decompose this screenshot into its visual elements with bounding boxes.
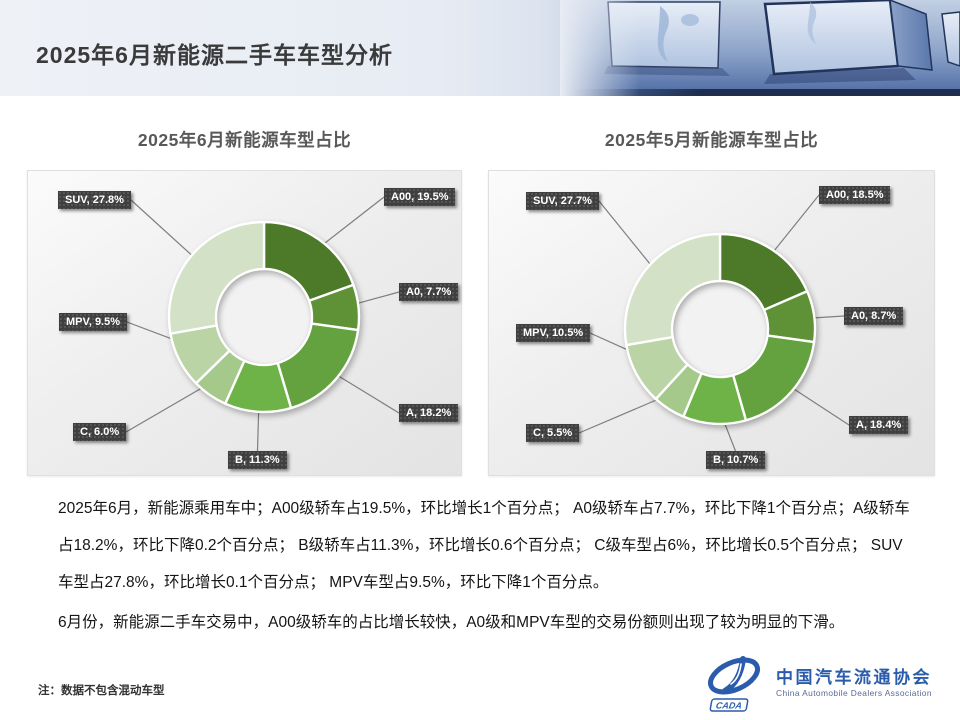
pie-label-MPV: MPV, 9.5% [59,313,128,331]
header: 2025年6月新能源二手车车型分析 [0,0,960,96]
chart-title-may: 2025年5月新能源车型占比 [604,129,819,150]
chart-title-june: 2025年6月新能源车型占比 [137,129,352,150]
pie-label-C: C, 5.5% [526,424,580,442]
pie-label-A: A, 18.4% [849,416,909,434]
pie-slice-SUV [623,232,722,347]
chart-block-june: 2025年6月新能源车型占比 A00, 19.5% A0, 7.7% A, 18.2… [27,108,462,476]
donut-chart-may: A00, 18.5% A0, 8.7% A, 18.4% B, 10.7% C, 5.5… [488,170,935,476]
pie-label-A: A, 18.2% [399,404,459,422]
pie-label-MPV: MPV, 10.5% [516,324,591,342]
pie-slice-SUV [167,220,266,335]
header-cubes-image [560,0,960,96]
analysis-paragraph-2: 6月份，新能源二手车交易中，A00级轿车的占比增长较快，A0级和MPV车型的交易… [58,614,845,631]
donut-chart-june: A00, 19.5% A0, 7.7% A, 18.2% B, 11.3% C, 6.0… [27,170,462,476]
pie-label-A0: A0, 8.7% [844,307,904,325]
pie-label-A00: A00, 18.5% [819,186,891,204]
donut-svg-may [578,194,850,452]
svg-text:CADA: CADA [715,701,743,711]
pie-label-A0: A0, 7.7% [399,283,459,301]
chart-block-may: 2025年5月新能源车型占比 A00, 18.5% A0, 8.7% A, 18.4… [488,108,935,476]
cada-logo-text: 中国汽车流通协会 China Automobile Dealers Associ… [776,668,932,699]
pie-label-SUV: SUV, 27.7% [526,192,599,210]
page-title: 2025年6月新能源二手车车型分析 [36,42,393,68]
cada-logo-icon: CADA [708,656,760,712]
analysis-text: 2025年6月，新能源乘用车中；A00级轿车占19.5%，环比增长1个百分点； … [58,490,914,641]
cada-name-en: China Automobile Dealers Association [776,687,932,698]
donut-svg-june [125,196,400,452]
pie-label-SUV: SUV, 27.8% [58,191,131,209]
donut-hole [674,283,766,375]
analysis-paragraph-1: 2025年6月，新能源乘用车中；A00级轿车占19.5%，环比增长1个百分点； … [58,500,910,591]
pie-label-B: B, 10.7% [706,451,766,469]
pie-label-B: B, 11.3% [228,451,287,469]
pie-label-C: C, 6.0% [73,423,127,441]
cada-name-cn: 中国汽车流通协会 [776,667,932,687]
cada-logo: CADA 中国汽车流通协会 China Automobile Dealers A… [704,654,932,712]
donut-hole [218,271,310,363]
pie-label-A00: A00, 19.5% [384,188,456,206]
footnote: 注：数据不包含混动车型 [38,685,165,697]
